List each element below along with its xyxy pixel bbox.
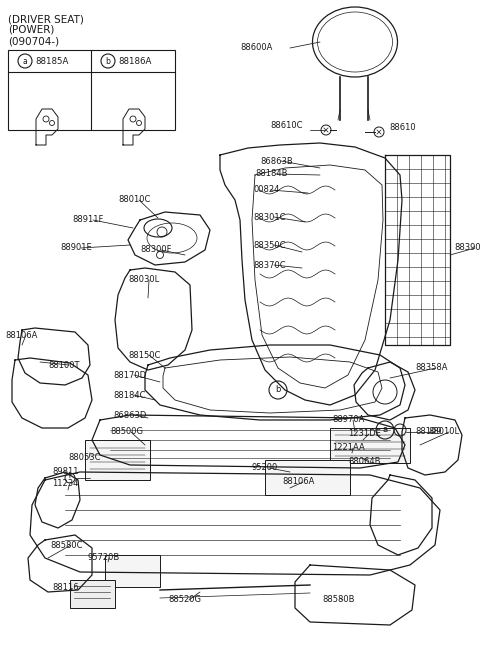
Text: 88010L: 88010L (428, 428, 459, 436)
Text: 88970A: 88970A (332, 415, 364, 424)
Text: 88170D: 88170D (113, 371, 146, 380)
Text: 88901E: 88901E (60, 243, 92, 253)
Text: 88610C: 88610C (270, 121, 302, 131)
Text: b: b (276, 386, 281, 394)
Text: 1231DE: 1231DE (348, 430, 381, 438)
Text: 89811: 89811 (52, 468, 79, 476)
Text: 88358A: 88358A (415, 363, 447, 373)
Text: 88911F: 88911F (72, 216, 103, 224)
Text: 88184B: 88184B (255, 169, 288, 178)
Text: 88053C: 88053C (68, 453, 100, 462)
Text: 88185A: 88185A (35, 56, 68, 66)
Text: 88150C: 88150C (128, 350, 160, 359)
Text: 88580C: 88580C (50, 541, 83, 550)
Text: (DRIVER SEAT): (DRIVER SEAT) (8, 14, 84, 24)
Text: 88350C: 88350C (253, 241, 286, 249)
Text: 88520G: 88520G (168, 596, 201, 604)
Text: 88610: 88610 (389, 123, 416, 133)
Text: 95720B: 95720B (88, 554, 120, 562)
Text: 88600A: 88600A (240, 43, 272, 52)
Bar (8, 50, 175, 130)
Bar (330, 428, 410, 463)
Text: 88184C: 88184C (113, 390, 145, 400)
Bar (105, 555, 160, 587)
Text: (090704-): (090704-) (8, 36, 59, 46)
Text: 1221AA: 1221AA (332, 443, 365, 453)
Text: 00824: 00824 (253, 186, 279, 194)
Text: 88186A: 88186A (118, 56, 151, 66)
Text: 88106A: 88106A (282, 478, 314, 487)
Bar (265, 460, 350, 495)
Text: 88300F: 88300F (140, 245, 171, 255)
Text: 86863D: 86863D (113, 411, 146, 419)
Text: 88100T: 88100T (48, 361, 80, 369)
Text: 95200: 95200 (252, 464, 278, 472)
Text: 88301C: 88301C (253, 213, 286, 222)
Bar (70, 580, 115, 608)
Text: 88390N: 88390N (454, 243, 480, 253)
Text: (POWER): (POWER) (8, 25, 54, 35)
Text: 88064B: 88064B (348, 457, 381, 466)
Text: 88580B: 88580B (322, 596, 355, 604)
Text: a: a (23, 56, 27, 66)
Text: 88010C: 88010C (118, 195, 150, 205)
Text: 86863B: 86863B (260, 157, 293, 165)
Text: 11234: 11234 (52, 480, 78, 489)
Text: 88106A: 88106A (5, 331, 37, 340)
Text: 88030L: 88030L (128, 276, 159, 285)
Text: 88109: 88109 (415, 428, 442, 436)
Text: b: b (106, 56, 110, 66)
Text: 88370C: 88370C (253, 260, 286, 270)
Text: 88116: 88116 (52, 583, 79, 592)
Bar (85, 440, 150, 480)
Text: a: a (383, 426, 387, 434)
Text: 88500G: 88500G (110, 428, 143, 436)
